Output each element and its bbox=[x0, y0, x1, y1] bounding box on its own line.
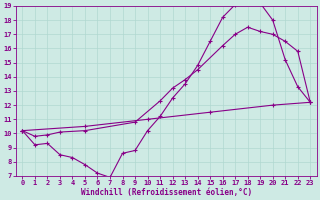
X-axis label: Windchill (Refroidissement éolien,°C): Windchill (Refroidissement éolien,°C) bbox=[81, 188, 252, 197]
